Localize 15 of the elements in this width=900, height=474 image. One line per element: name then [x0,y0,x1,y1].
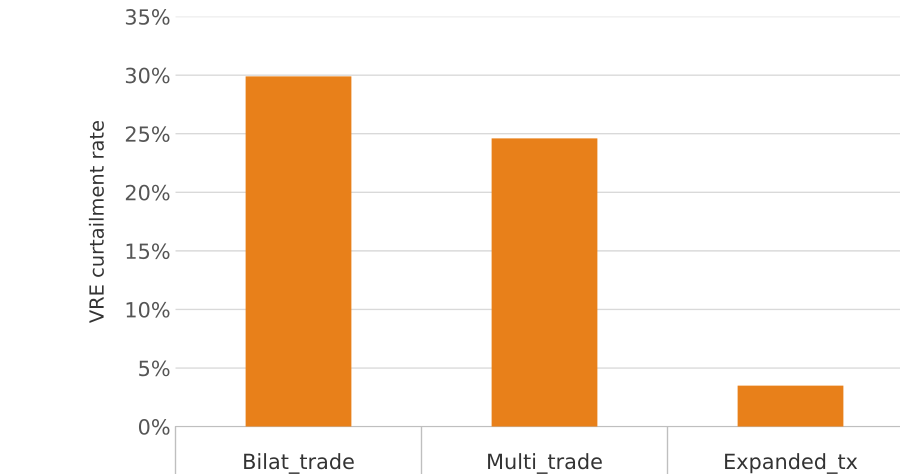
bar [738,386,844,427]
y-tick-label: 5% [139,360,170,376]
y-tick-label: 0% [138,419,170,435]
x-tick-label: Bilat_trade [244,453,354,474]
y-tick-label: 15% [126,243,170,260]
x-tick-label: Expanded_tx [725,453,858,474]
y-tick-label: 20% [126,184,170,201]
y-tick-label: 30% [126,68,170,84]
y-tick-label: 25% [126,126,170,142]
y-axis-title: VRE curtailment rate [88,121,104,324]
y-tick-label: 10% [126,302,170,318]
x-tick-label: Multi_trade [488,453,602,474]
bar [246,76,352,427]
bar [492,138,598,427]
y-tick-label: 35% [126,9,170,25]
